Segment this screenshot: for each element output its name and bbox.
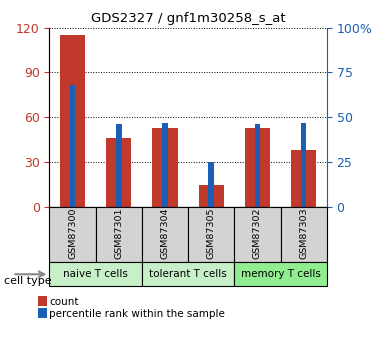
- Bar: [198, 185, 224, 207]
- Bar: [245, 128, 270, 207]
- Text: GSM87304: GSM87304: [160, 208, 169, 259]
- Bar: [70, 85, 75, 207]
- Text: cell type: cell type: [4, 276, 51, 286]
- FancyBboxPatch shape: [280, 207, 327, 262]
- Title: GDS2327 / gnf1m30258_s_at: GDS2327 / gnf1m30258_s_at: [91, 12, 285, 25]
- Bar: [38, 296, 47, 306]
- Bar: [38, 308, 47, 318]
- FancyBboxPatch shape: [96, 207, 142, 262]
- Text: GSM87300: GSM87300: [68, 208, 77, 259]
- Text: tolerant T cells: tolerant T cells: [149, 269, 227, 279]
- FancyBboxPatch shape: [49, 207, 96, 262]
- Bar: [255, 125, 260, 207]
- FancyBboxPatch shape: [142, 207, 188, 262]
- FancyBboxPatch shape: [234, 207, 280, 262]
- Text: GSM87305: GSM87305: [207, 208, 216, 259]
- Bar: [116, 125, 122, 207]
- FancyBboxPatch shape: [234, 262, 327, 286]
- Bar: [162, 123, 168, 207]
- Text: percentile rank within the sample: percentile rank within the sample: [49, 309, 225, 319]
- Text: naive T cells: naive T cells: [63, 269, 128, 279]
- Text: GSM87302: GSM87302: [253, 208, 262, 259]
- Bar: [301, 123, 306, 207]
- FancyBboxPatch shape: [188, 207, 234, 262]
- Bar: [60, 35, 85, 207]
- Text: memory T cells: memory T cells: [241, 269, 320, 279]
- Bar: [152, 128, 178, 207]
- Bar: [106, 138, 131, 207]
- Text: count: count: [49, 297, 79, 307]
- Bar: [291, 150, 317, 207]
- FancyBboxPatch shape: [142, 262, 234, 286]
- Text: GSM87301: GSM87301: [114, 208, 123, 259]
- Bar: [209, 162, 214, 207]
- FancyBboxPatch shape: [49, 262, 142, 286]
- Text: GSM87303: GSM87303: [299, 208, 308, 259]
